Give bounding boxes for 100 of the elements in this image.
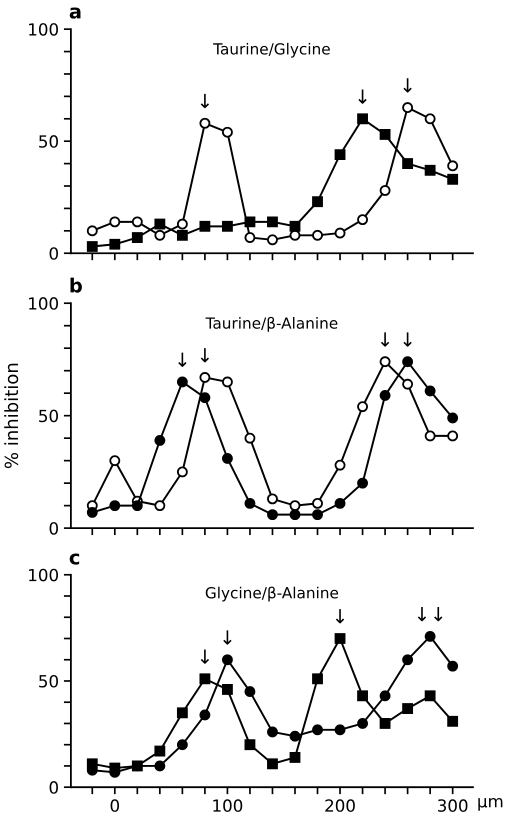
text: c [70,553,80,565]
y-tick-label: 100 [29,297,58,310]
point [290,752,300,763]
point [267,493,278,504]
point [244,686,256,698]
point [267,234,278,246]
y-tick-label: 50 [39,135,58,148]
point [222,452,233,464]
point [86,758,98,770]
point [267,509,278,520]
y-axis-title: % inhibition [4,364,18,468]
point [424,630,436,642]
point [132,760,143,772]
point [244,232,256,243]
point [222,376,233,388]
point [447,660,458,672]
point [244,498,256,509]
point [402,356,414,368]
annotation: ↓ [200,348,210,362]
point [357,478,368,489]
point [334,228,346,238]
text: Taurine/β-Alanine [206,316,338,332]
point [334,633,346,644]
point [447,160,458,172]
point [86,225,98,236]
point [154,746,166,756]
point [380,185,391,196]
point [267,216,278,228]
point [154,500,166,512]
annotation: ↓ [403,332,412,347]
x-tick-label: 300 [438,799,468,812]
point [334,724,346,736]
point [199,710,210,720]
point [312,196,323,208]
point [176,466,188,478]
point [154,218,166,230]
text: b [70,278,82,293]
point [199,220,210,232]
point [380,718,391,729]
point [357,113,368,124]
point [244,216,256,228]
point [199,118,210,129]
point [290,220,300,232]
point [199,673,210,684]
annotation: ↓ [200,94,210,108]
point [222,220,233,232]
point [334,149,346,160]
x-tick-label: 200 [325,799,355,812]
annotation: ↓ [336,609,344,624]
point [357,214,368,226]
point [109,216,120,228]
point [312,498,323,509]
point [424,430,436,442]
point [222,684,233,695]
annotation: ↓ [178,352,187,367]
point [222,126,233,138]
point [424,164,436,176]
point [154,760,166,772]
point [447,430,458,442]
point [312,509,323,520]
point [357,718,368,729]
point [267,726,278,738]
annotation: ↓ [403,78,412,92]
point [132,500,143,512]
point [402,378,414,390]
y-tick-label: 100 [29,568,58,582]
point [176,230,188,241]
point [424,113,436,124]
point [154,434,166,446]
point [154,230,166,241]
annotation: ↓ [223,630,232,645]
point [380,690,391,702]
point [312,724,323,736]
point [290,730,300,742]
point [402,158,414,170]
point [380,390,391,401]
point [176,218,188,230]
point [267,758,278,770]
point [357,690,368,702]
point [334,460,346,471]
y-tick-label: 0 [50,781,58,794]
y-tick-label: 100 [29,23,58,36]
point [109,500,120,512]
point [132,232,143,243]
annotation: ↓ [380,332,390,347]
point [402,703,414,714]
point [132,216,143,228]
text: Glycine/β-Alanine [206,586,338,602]
y-tick-label: 0 [50,247,58,260]
point [86,506,98,518]
point [380,129,391,140]
point [447,716,458,727]
point [447,174,458,185]
point [244,432,256,444]
point [176,739,188,750]
point [402,102,414,113]
point [86,241,98,252]
point [199,372,210,383]
point [199,392,210,404]
point [424,386,436,396]
